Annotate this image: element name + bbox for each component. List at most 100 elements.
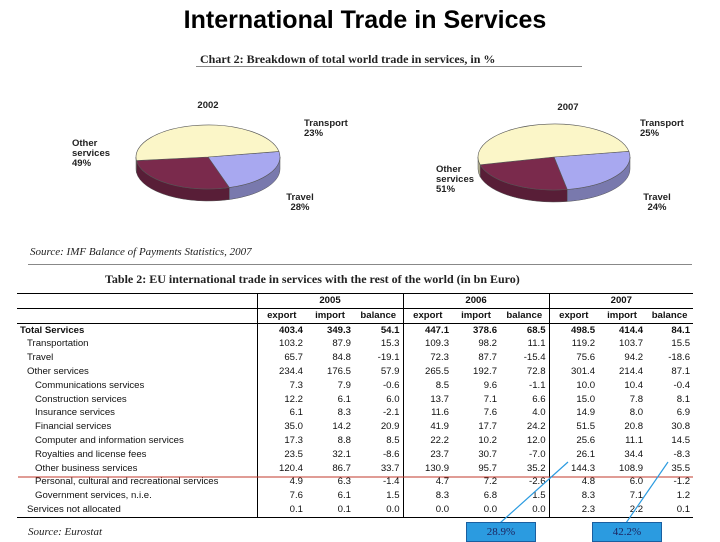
row-label: Government services, n.i.e. — [17, 489, 257, 503]
table-cell: 98.2 — [452, 337, 500, 351]
table-cell: 447.1 — [403, 323, 452, 337]
table-cell: -1.1 — [500, 379, 549, 393]
row-label: Financial services — [17, 420, 257, 434]
row-label: Other business services — [17, 462, 257, 476]
table-cell: 7.9 — [306, 379, 354, 393]
table-cell: 8.3 — [403, 489, 452, 503]
table-cell: 1.2 — [646, 489, 693, 503]
table-cell: 6.6 — [500, 393, 549, 407]
table-cell: 20.9 — [354, 420, 403, 434]
table-cell: -8.3 — [646, 448, 693, 462]
table-cell: 34.4 — [598, 448, 646, 462]
table-cell: 87.1 — [646, 365, 693, 379]
table-cell: 30.8 — [646, 420, 693, 434]
table-cell: 7.8 — [598, 393, 646, 407]
table-cell: 7.6 — [257, 489, 306, 503]
table-cell: 15.0 — [549, 393, 598, 407]
table-cell: 7.6 — [452, 406, 500, 420]
year-header: 2007 — [549, 294, 693, 309]
table-cell: 176.5 — [306, 365, 354, 379]
table-cell: 109.3 — [403, 337, 452, 351]
table-cell: 414.4 — [598, 323, 646, 337]
table-cell: 103.2 — [257, 337, 306, 351]
table-cell: 84.8 — [306, 351, 354, 365]
table-cell: 23.5 — [257, 448, 306, 462]
table-cell: 0.0 — [500, 503, 549, 517]
table-cell: 12.2 — [257, 393, 306, 407]
table-cell: 403.4 — [257, 323, 306, 337]
table-cell: 6.1 — [257, 406, 306, 420]
row-label: Services not allocated — [17, 503, 257, 517]
table-source: Source: Eurostat — [28, 526, 102, 538]
table-cell: 7.2 — [452, 475, 500, 489]
table-cell: 120.4 — [257, 462, 306, 476]
table-cell: 25.6 — [549, 434, 598, 448]
slice-label: 28% — [290, 202, 310, 213]
table-cell: 41.9 — [403, 420, 452, 434]
table-cell: 119.2 — [549, 337, 598, 351]
table-cell: 1.5 — [500, 489, 549, 503]
table-cell: 7.3 — [257, 379, 306, 393]
table-cell: 10.4 — [598, 379, 646, 393]
table-cell: 378.6 — [452, 323, 500, 337]
table-cell: 35.5 — [646, 462, 693, 476]
table-cell: -18.6 — [646, 351, 693, 365]
table-cell: 8.5 — [354, 434, 403, 448]
table-cell: 349.3 — [306, 323, 354, 337]
row-label: Communications services — [17, 379, 257, 393]
table-cell: 0.0 — [354, 503, 403, 517]
table-cell: 11.6 — [403, 406, 452, 420]
slice-label: 25% — [640, 128, 660, 139]
table-cell: 498.5 — [549, 323, 598, 337]
table-cell: 6.3 — [306, 475, 354, 489]
table-cell: 54.1 — [354, 323, 403, 337]
table-cell: 8.3 — [549, 489, 598, 503]
table-cell: 20.8 — [598, 420, 646, 434]
col-header: import — [306, 308, 354, 323]
table-cell: 14.2 — [306, 420, 354, 434]
slice-label: 23% — [304, 128, 324, 139]
row-label: Royalties and license fees — [17, 448, 257, 462]
table-cell: 95.7 — [452, 462, 500, 476]
table-cell: 7.1 — [452, 393, 500, 407]
pie-chart-2007: 2007Transport25%Travel24%Otherservices51… — [436, 102, 685, 213]
row-label: Personal, cultural and recreational serv… — [17, 475, 257, 489]
table-cell: 8.0 — [598, 406, 646, 420]
header-spacer — [17, 308, 257, 323]
table-cell: 87.7 — [452, 351, 500, 365]
year-header: 2005 — [257, 294, 403, 309]
table-cell: -1.4 — [354, 475, 403, 489]
table-cell: 1.5 — [354, 489, 403, 503]
year-header: 2006 — [403, 294, 549, 309]
table-cell: 8.1 — [646, 393, 693, 407]
table-cell: -8.6 — [354, 448, 403, 462]
table-cell: 35.2 — [500, 462, 549, 476]
table-cell: 14.5 — [646, 434, 693, 448]
pie-title: 2002 — [197, 100, 218, 111]
table-cell: 130.9 — [403, 462, 452, 476]
header-spacer — [17, 294, 257, 309]
table-cell: 234.4 — [257, 365, 306, 379]
table-cell: 6.9 — [646, 406, 693, 420]
pie-chart-2002: 2002Transport23%Travel28%Otherservices49… — [72, 100, 349, 213]
table-cell: 4.9 — [257, 475, 306, 489]
table-cell: -19.1 — [354, 351, 403, 365]
col-header: balance — [646, 308, 693, 323]
table-cell: 103.7 — [598, 337, 646, 351]
table-cell: 7.1 — [598, 489, 646, 503]
table-cell: -2.1 — [354, 406, 403, 420]
table-cell: 13.7 — [403, 393, 452, 407]
table-cell: 12.0 — [500, 434, 549, 448]
table-cell: 192.7 — [452, 365, 500, 379]
table-cell: 32.1 — [306, 448, 354, 462]
row-label: Construction services — [17, 393, 257, 407]
table-cell: 265.5 — [403, 365, 452, 379]
